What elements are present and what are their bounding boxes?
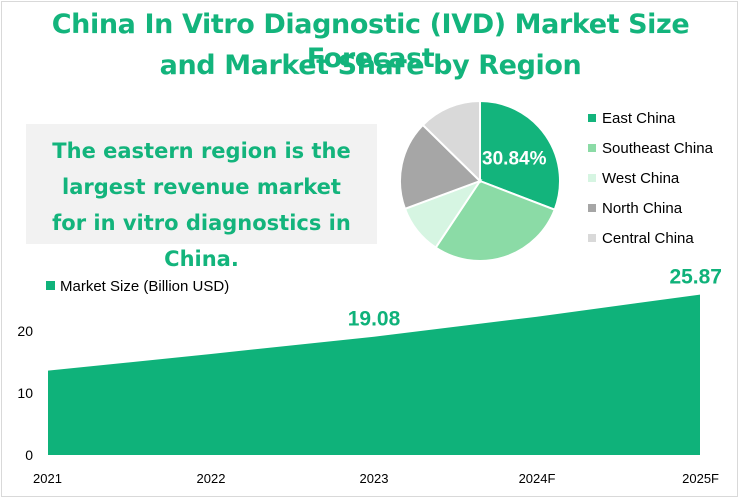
y-tick-label: 20 (17, 323, 33, 339)
x-tick-label: 2025F (682, 471, 719, 486)
pie-legend-label: West China (602, 170, 680, 187)
legend-label: Market Size (Billion USD) (60, 278, 229, 295)
chart-title-line-1: China In Vitro Diagnostic (IVD) Market S… (51, 9, 690, 74)
area-data-label: 25.87 (669, 266, 722, 289)
y-tick-label: 10 (17, 385, 33, 401)
pie-legend-swatch (588, 174, 596, 182)
x-tick-label: 2024F (519, 471, 556, 486)
pie-slice (434, 179, 556, 262)
pie-slice (399, 123, 482, 211)
pie-legend-swatch (588, 234, 596, 242)
x-tick-label: 2022 (197, 471, 226, 486)
pie-legend-swatch (588, 144, 596, 152)
pie-data-label: 30.84% (482, 148, 547, 169)
x-tick-label: 2021 (33, 471, 62, 486)
area-data-label: 19.08 (348, 308, 401, 331)
pie-legend-label: Central China (602, 230, 694, 247)
pie-legend-label: East China (602, 110, 676, 127)
area-series-market-size (48, 294, 700, 455)
pie-slice (479, 99, 561, 211)
legend-swatch (46, 281, 55, 290)
pie-legend-swatch (588, 114, 596, 122)
pie-legend-label: Southeast China (602, 140, 714, 157)
chart-title-line-2: and Market Share by Region (159, 50, 582, 81)
callout-text: The eastern region is the largest revenu… (52, 139, 351, 271)
y-tick-label: 0 (25, 447, 33, 463)
pie-legend-swatch (588, 204, 596, 212)
pie-legend-label: North China (602, 200, 683, 217)
x-tick-label: 2023 (360, 471, 389, 486)
pie-slice (421, 99, 481, 184)
callout-box: The eastern region is the largest revenu… (26, 124, 377, 271)
